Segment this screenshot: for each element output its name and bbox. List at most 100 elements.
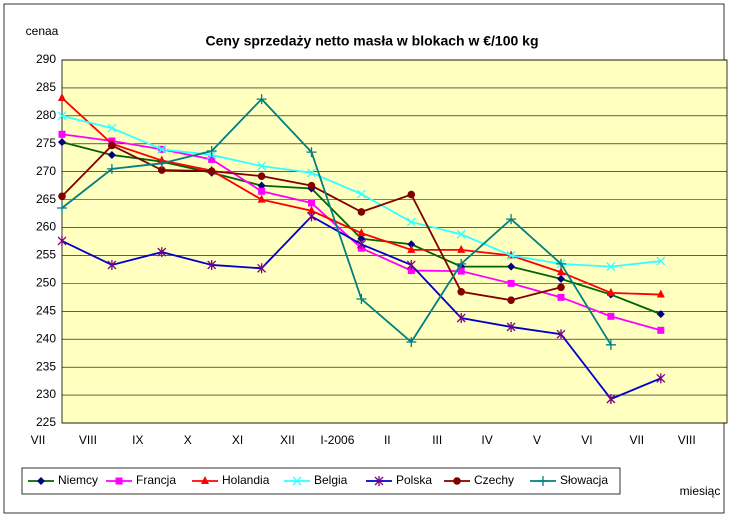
marker bbox=[656, 256, 666, 266]
marker bbox=[406, 259, 416, 270]
marker bbox=[507, 262, 516, 271]
y-tick-label: 275 bbox=[36, 136, 56, 150]
marker bbox=[538, 476, 548, 486]
marker bbox=[357, 208, 366, 216]
marker bbox=[207, 167, 216, 175]
marker bbox=[257, 172, 266, 180]
x-tick-label: IV bbox=[481, 433, 492, 447]
x-tick-label: IX bbox=[132, 433, 143, 447]
legend-label: Polska bbox=[396, 473, 432, 487]
y-tick-label: 255 bbox=[36, 248, 56, 262]
marker bbox=[556, 329, 566, 340]
marker bbox=[107, 123, 117, 133]
legend-label: Czechy bbox=[474, 473, 514, 487]
marker bbox=[356, 239, 366, 250]
marker bbox=[556, 258, 566, 269]
y-tick-label: 290 bbox=[36, 52, 56, 66]
x-tick-label: II bbox=[384, 433, 391, 447]
y-tick-label: 280 bbox=[36, 108, 56, 122]
marker bbox=[307, 168, 316, 178]
y-tick-label: 265 bbox=[36, 192, 56, 206]
marker bbox=[657, 326, 665, 334]
marker bbox=[257, 263, 267, 274]
marker bbox=[258, 187, 266, 195]
chart-title: Ceny sprzedaży netto masła w blokach w €… bbox=[205, 33, 538, 49]
x-tick-label: III bbox=[432, 433, 442, 447]
y-tick-label: 245 bbox=[36, 303, 56, 317]
marker bbox=[507, 279, 515, 287]
y-tick-label: 240 bbox=[36, 331, 56, 345]
marker bbox=[607, 312, 615, 320]
marker bbox=[357, 234, 366, 243]
marker bbox=[206, 146, 217, 157]
x-tick-label: XII bbox=[280, 433, 295, 447]
marker bbox=[256, 94, 267, 105]
marker bbox=[407, 190, 416, 199]
marker bbox=[457, 287, 466, 296]
marker bbox=[557, 293, 565, 301]
marker bbox=[656, 310, 665, 319]
x-tick-label: VIII bbox=[79, 433, 97, 447]
x-tick-label: V bbox=[533, 433, 541, 447]
marker bbox=[308, 199, 315, 207]
marker bbox=[108, 141, 116, 150]
y-tick-label: 270 bbox=[36, 164, 56, 178]
marker bbox=[606, 262, 616, 272]
marker bbox=[557, 283, 565, 292]
marker bbox=[374, 476, 384, 486]
marker bbox=[605, 339, 616, 350]
marker bbox=[557, 267, 565, 276]
marker bbox=[257, 181, 266, 190]
marker bbox=[58, 92, 66, 101]
x-tick-label: XI bbox=[232, 433, 243, 447]
marker bbox=[257, 194, 266, 203]
legend-label: Holandia bbox=[222, 473, 270, 487]
marker bbox=[606, 393, 616, 404]
y-tick-label: 260 bbox=[36, 220, 56, 234]
marker bbox=[606, 287, 615, 296]
marker bbox=[456, 313, 466, 324]
marker bbox=[58, 192, 66, 201]
y-axis-label: cenaa bbox=[26, 24, 59, 38]
plot-area bbox=[61, 59, 728, 424]
marker bbox=[306, 147, 317, 158]
y-tick-label: 235 bbox=[36, 359, 56, 373]
marker bbox=[406, 217, 416, 227]
marker bbox=[356, 294, 367, 305]
marker bbox=[107, 259, 117, 270]
x-tick-label: VII bbox=[629, 433, 644, 447]
marker bbox=[506, 251, 516, 260]
marker bbox=[57, 111, 67, 121]
y-tick-label: 250 bbox=[36, 276, 56, 290]
marker bbox=[456, 229, 466, 239]
marker bbox=[158, 166, 166, 174]
marker bbox=[407, 244, 416, 253]
marker bbox=[406, 337, 417, 348]
marker bbox=[57, 235, 67, 246]
marker bbox=[506, 214, 517, 225]
marker bbox=[356, 189, 366, 199]
marker bbox=[307, 211, 316, 222]
marker bbox=[407, 240, 416, 249]
x-tick-label: I-2006 bbox=[320, 433, 354, 447]
x-axis-label: miesiąc bbox=[680, 484, 721, 498]
x-tick-label: X bbox=[184, 433, 192, 447]
series-line bbox=[61, 97, 612, 346]
marker bbox=[453, 477, 461, 485]
marker bbox=[107, 150, 116, 159]
legend-label: Francja bbox=[136, 473, 176, 487]
y-tick-label: 285 bbox=[36, 80, 56, 94]
marker bbox=[201, 476, 209, 484]
x-tick-label: VI bbox=[581, 433, 592, 447]
marker bbox=[208, 155, 216, 163]
marker bbox=[37, 477, 45, 485]
marker bbox=[292, 476, 302, 486]
marker bbox=[407, 267, 415, 275]
x-tick-label: VIII bbox=[678, 433, 696, 447]
marker bbox=[156, 158, 167, 169]
y-tick-label: 230 bbox=[36, 387, 56, 401]
marker bbox=[115, 477, 123, 485]
marker bbox=[457, 244, 466, 253]
legend-label: Belgia bbox=[314, 473, 348, 487]
